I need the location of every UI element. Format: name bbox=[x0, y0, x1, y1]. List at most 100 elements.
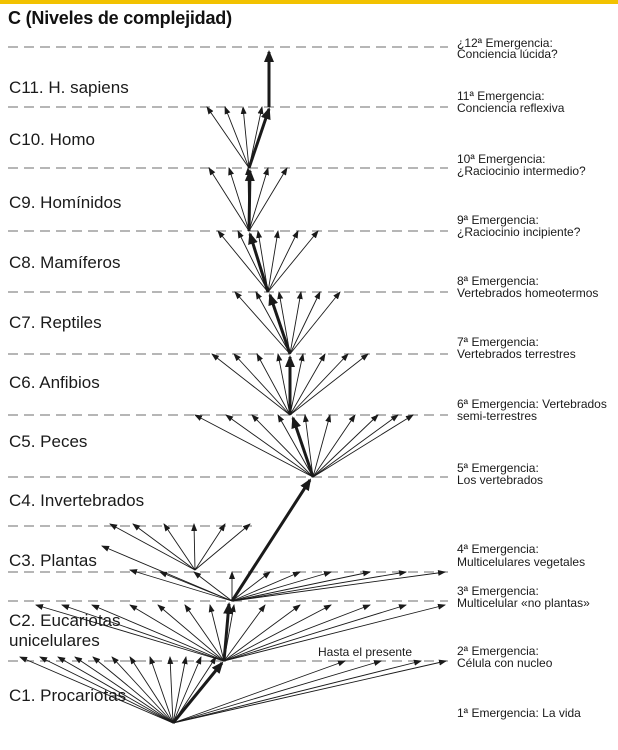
branch-arrow bbox=[248, 167, 269, 232]
branch-arrow bbox=[159, 571, 233, 602]
branch-arrow bbox=[61, 604, 225, 662]
branch-arrow bbox=[129, 604, 225, 662]
branch-arrow bbox=[223, 604, 332, 662]
branch-arrow bbox=[217, 230, 269, 293]
emergencia-6-line1: 6ª Emergencia: Vertebrados bbox=[457, 397, 607, 411]
branch-arrow bbox=[302, 414, 314, 478]
branch-arrow bbox=[191, 523, 198, 571]
branch-arrow bbox=[312, 414, 399, 478]
branch-arrow bbox=[74, 656, 174, 724]
branch-arrow bbox=[277, 291, 291, 355]
branch-arrow bbox=[289, 353, 326, 416]
emergencia-8-line2: Vertebrados homeotermos bbox=[457, 286, 599, 300]
branch-arrow bbox=[35, 604, 225, 662]
level-label-c5: C5. Peces bbox=[9, 432, 88, 451]
branch-arrow bbox=[228, 167, 250, 232]
level-label-c11: C11. H. sapiens bbox=[9, 78, 129, 97]
branch-arrow bbox=[172, 656, 188, 724]
emergencia-5-line2: Los vertebrados bbox=[457, 473, 544, 487]
branch-arrow bbox=[172, 660, 382, 724]
branch-arrow bbox=[256, 353, 291, 416]
branch-arrow bbox=[91, 604, 225, 662]
level-label-c7: C7. Reptiles bbox=[9, 313, 102, 332]
emergencia-4-line2: Multicelulares vegetales bbox=[457, 555, 586, 569]
branch-arrow bbox=[92, 656, 174, 724]
level-label-c2-line2: unicelulares bbox=[9, 631, 100, 650]
emergencia-9-line2: ¿Raciocinio incipiente? bbox=[457, 225, 581, 239]
branch-arrow bbox=[312, 414, 356, 478]
emergencia-10-line2: ¿Raciocinio intermedio? bbox=[457, 164, 586, 178]
emergencia-5-line1: 5ª Emergencia: bbox=[457, 461, 539, 475]
branch-arrow bbox=[132, 523, 196, 571]
emergencia-7-line2: Vertebrados terrestres bbox=[457, 347, 576, 361]
branch-arrow bbox=[267, 230, 299, 293]
branch-arrow bbox=[194, 523, 251, 571]
branch-arrow bbox=[172, 660, 346, 724]
branch-arrow bbox=[224, 106, 250, 169]
branch-arrow bbox=[231, 570, 407, 602]
main-lineage-arrow bbox=[248, 232, 270, 293]
branch-arrow bbox=[194, 414, 314, 478]
accent-bar bbox=[0, 0, 618, 4]
emergencia-11-line2: Conciencia reflexiva bbox=[457, 101, 565, 115]
branch-arrow bbox=[57, 656, 174, 724]
emergencia-12-line1: ¿12ª Emergencia: bbox=[457, 36, 553, 50]
branch-arrow bbox=[289, 353, 349, 416]
emergencia-7-line1: 7ª Emergencia: bbox=[457, 335, 539, 349]
branch-arrow bbox=[255, 291, 291, 355]
emergencia-9-line1: 9ª Emergencia: bbox=[457, 213, 539, 227]
branch-arrow bbox=[277, 414, 314, 478]
branch-arrow bbox=[172, 656, 202, 724]
branch-arrow bbox=[208, 604, 225, 662]
branch-arrow bbox=[231, 571, 301, 602]
branch-arrow bbox=[129, 569, 233, 602]
branch-arrow bbox=[276, 353, 291, 416]
branch-arrow bbox=[223, 604, 407, 662]
branch-arrow bbox=[267, 230, 280, 293]
branch-arrow bbox=[206, 106, 250, 169]
branch-arrow bbox=[223, 604, 266, 662]
branch-arrow bbox=[172, 659, 447, 724]
emergencia-6-line2: semi-terrestres bbox=[457, 409, 538, 423]
emergencia-12-line2: Conciencia lúcida? bbox=[457, 47, 558, 61]
branch-arrow bbox=[19, 656, 174, 724]
emergencia-10-line1: 10ª Emergencia: bbox=[457, 152, 546, 166]
branch-arrow bbox=[289, 291, 341, 355]
branch-arrow bbox=[267, 230, 319, 293]
branch-arrow bbox=[231, 571, 332, 602]
branch-arrow bbox=[234, 291, 291, 355]
branch-arrow bbox=[223, 603, 446, 662]
emergencia-3-line1: 3ª Emergencia: bbox=[457, 584, 539, 598]
branch-arrow bbox=[211, 353, 291, 416]
level-label-c9: C9. Homínidos bbox=[9, 193, 122, 212]
branch-arrow bbox=[172, 659, 422, 724]
branch-arrow bbox=[240, 106, 250, 169]
level-label-c10: C10. Homo bbox=[9, 130, 95, 149]
branch-arrow bbox=[233, 353, 291, 416]
present-label: Hasta el presente bbox=[318, 645, 413, 659]
main-lineage-arrow bbox=[247, 107, 271, 169]
emergencia-11-line1: 11ª Emergencia: bbox=[457, 89, 545, 103]
branch-arrow bbox=[251, 414, 314, 478]
emergencia-2-line2: Célula con nucleo bbox=[457, 656, 553, 670]
emergencia-2-line1: 2ª Emergencia: bbox=[457, 644, 539, 658]
main-lineage-arrow bbox=[291, 416, 315, 478]
main-lineage-arrow bbox=[171, 661, 224, 724]
branch-arrow bbox=[225, 414, 314, 478]
branch-arrow bbox=[312, 414, 414, 478]
branch-arrow bbox=[223, 604, 371, 662]
branch-arrow bbox=[39, 656, 174, 724]
branch-arrow bbox=[248, 167, 288, 232]
branch-arrow bbox=[194, 523, 226, 571]
branch-arrow bbox=[289, 353, 369, 416]
emergencia-3-line2: Multicelular «no plantas» bbox=[457, 596, 590, 610]
main-lineage-arrow bbox=[222, 602, 234, 662]
branch-arrow bbox=[149, 656, 174, 724]
branch-arrow bbox=[109, 523, 196, 571]
emergencia-1: 1ª Emergencia: La vida bbox=[457, 706, 581, 720]
branch-arrow bbox=[289, 291, 303, 355]
level-label-c1: C1. Procariotas bbox=[9, 686, 127, 705]
branch-arrow bbox=[223, 604, 301, 662]
branch-arrow bbox=[193, 571, 233, 602]
